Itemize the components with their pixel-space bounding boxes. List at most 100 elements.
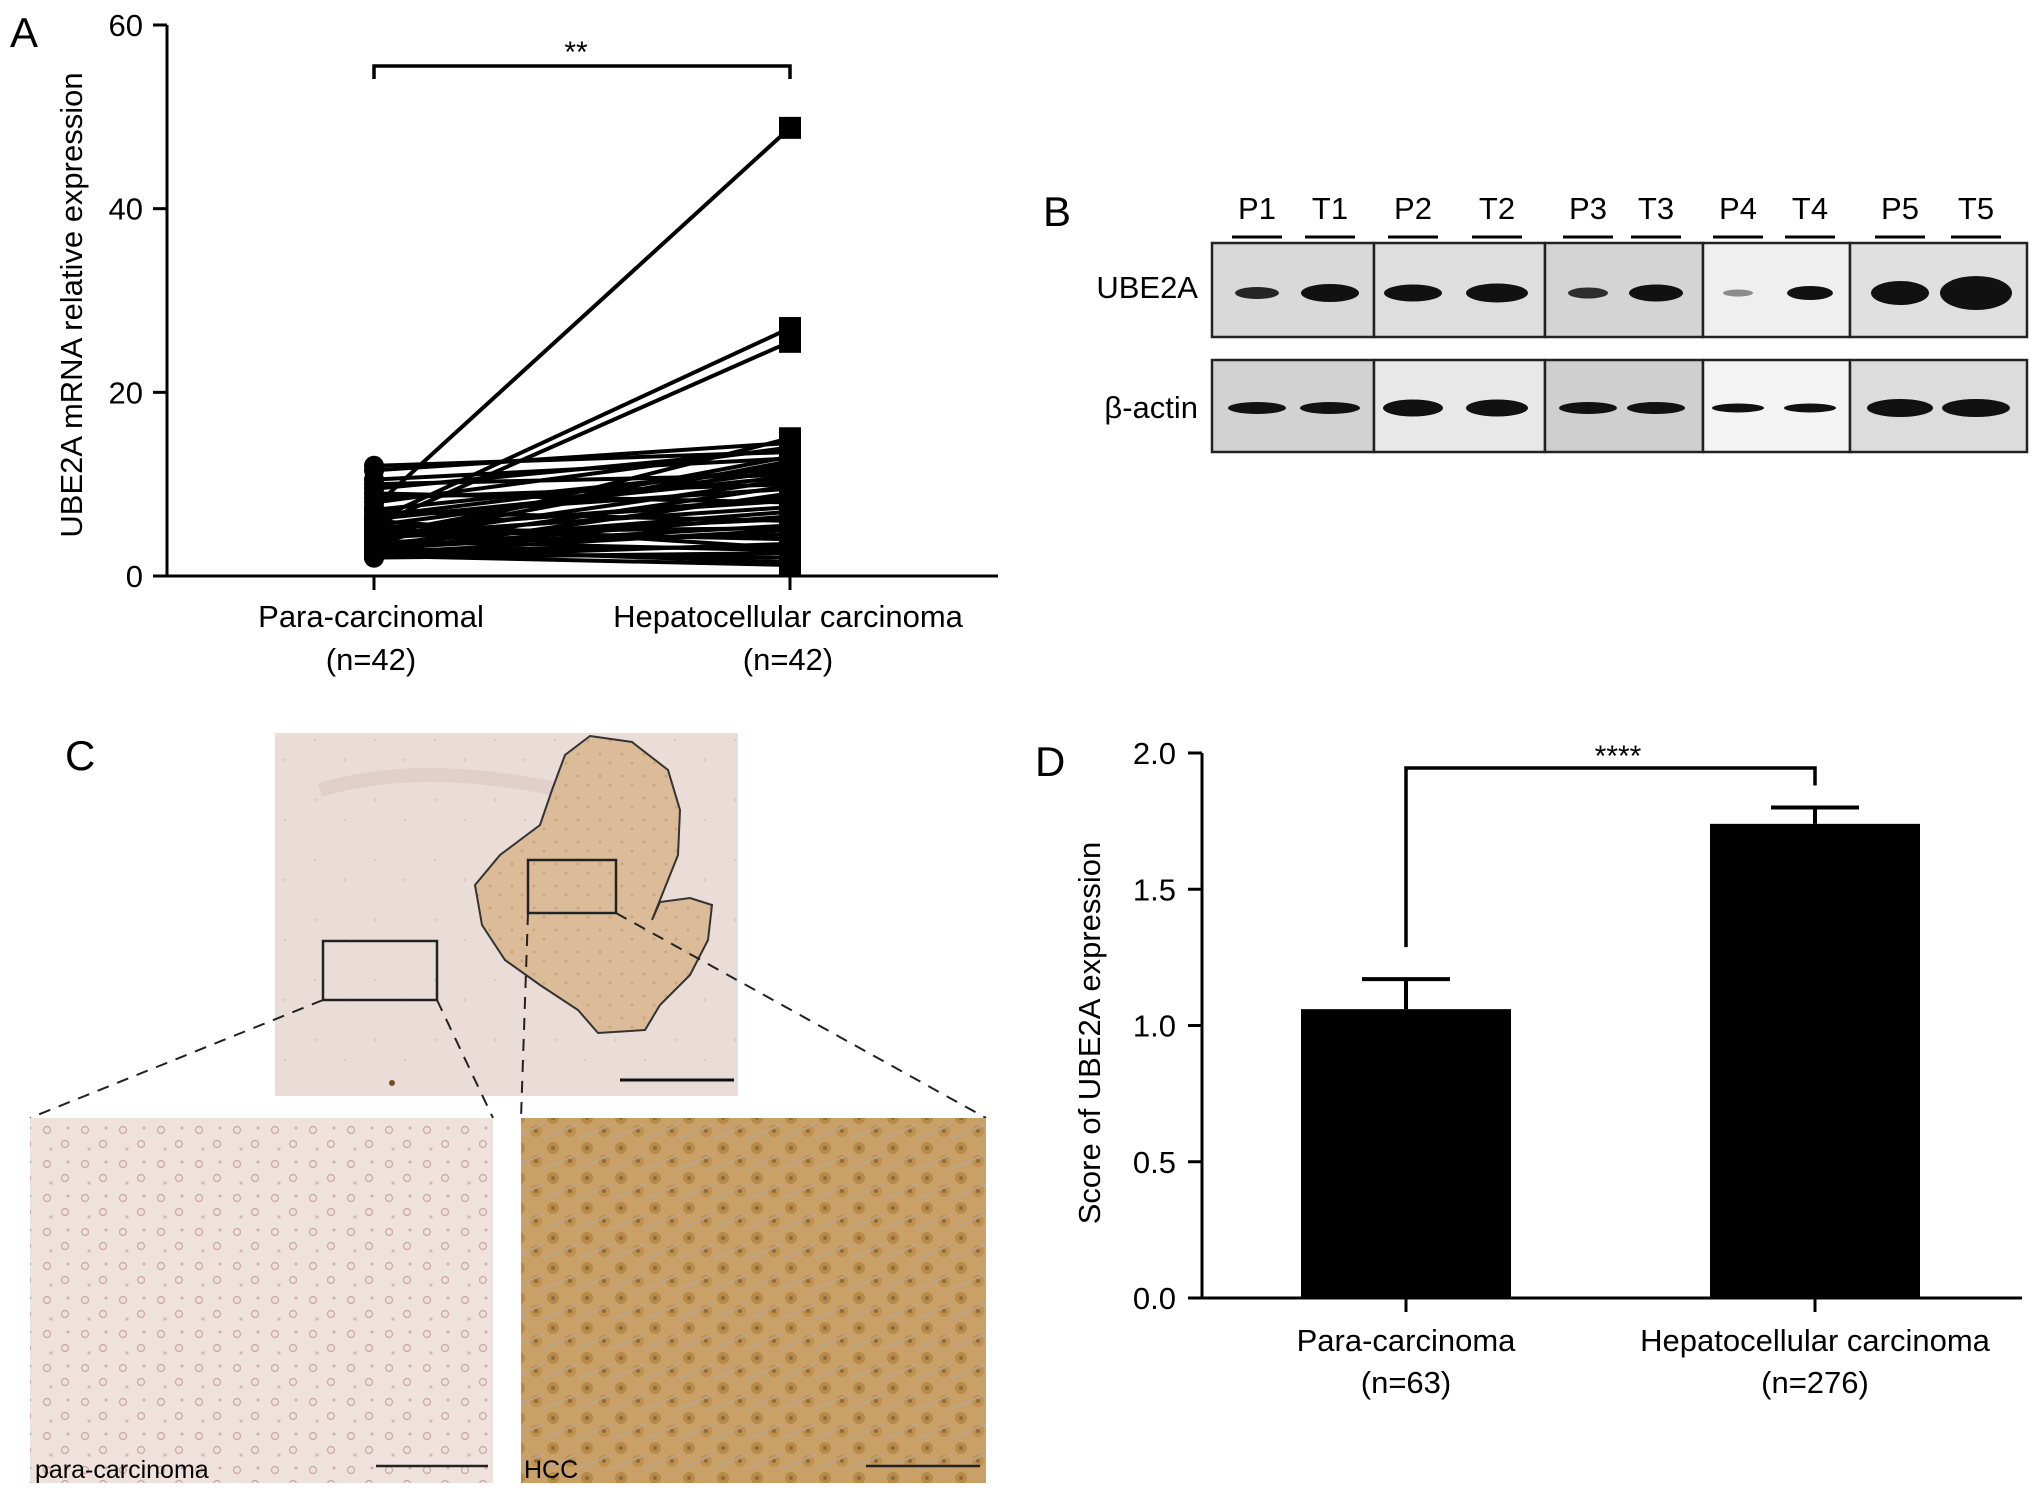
panel-d-ytick-label: 0.5 <box>1133 1145 1176 1180</box>
ube2a-band <box>1940 276 2012 310</box>
ube2a-band <box>1568 287 1608 299</box>
actin-band <box>1867 399 1933 417</box>
actin-band <box>1228 402 1286 414</box>
hcc-point <box>779 116 801 139</box>
paired-line <box>373 440 791 473</box>
panel-d-significance: **** <box>1404 740 1817 948</box>
panel-a-sig-label: ** <box>564 36 588 69</box>
panel-a-letter: A <box>10 9 38 56</box>
paired-line <box>373 474 791 522</box>
actin-band <box>1784 403 1836 413</box>
hcc-micrograph: HCC <box>521 1118 986 1484</box>
panel-d-ytick-label: 1.5 <box>1133 872 1176 907</box>
ube2a-band <box>1301 284 1359 302</box>
paired-line <box>373 465 791 512</box>
panel-a-cat-0-n: (n=42) <box>326 642 416 677</box>
blot-lane-p5: P5 <box>1881 191 1919 226</box>
blot-lane-p4: P4 <box>1719 191 1757 226</box>
panel-a-ytick-label: 60 <box>109 8 143 43</box>
actin-band <box>1627 402 1685 414</box>
blot-row-label-actin: β-actin <box>1104 390 1198 425</box>
ube2a-band <box>1787 286 1833 300</box>
panel-d-series <box>1301 805 1920 1312</box>
panel-a-ytick-label: 40 <box>109 192 143 227</box>
panel-d-cat-0-n: (n=63) <box>1361 1365 1451 1400</box>
blot-lane-t4: T4 <box>1792 191 1828 226</box>
para-point <box>364 531 384 552</box>
ube2a-band <box>1871 281 1929 305</box>
blot-lane-t2: T2 <box>1479 191 1515 226</box>
roi-hcc <box>526 858 618 915</box>
blot-images <box>1210 241 2029 454</box>
paired-line <box>372 126 792 509</box>
hcc-point <box>779 330 801 353</box>
panel-d-cat-1-n: (n=276) <box>1761 1365 1869 1400</box>
blot-lane-t3: T3 <box>1638 191 1674 226</box>
para-carcinoma-micrograph: para-carcinoma <box>30 1118 493 1484</box>
panel-d-bar <box>1301 1009 1511 1298</box>
hcc-point <box>779 456 801 479</box>
panel-a-yaxis: 0 20 40 60 <box>109 8 998 594</box>
actin-band <box>1300 402 1360 414</box>
actin-band <box>1559 402 1617 414</box>
hcc-point <box>779 517 801 540</box>
panel-a-ytick-label: 0 <box>126 559 143 594</box>
panel-d-ytick-label: 0.0 <box>1133 1281 1176 1316</box>
ube2a-band <box>1629 284 1683 302</box>
roi-para <box>321 939 439 1002</box>
ube2a-band <box>1466 283 1528 303</box>
panel-a-cat-1: Hepatocellular carcinoma <box>613 599 964 634</box>
ube2a-band <box>1723 289 1753 297</box>
blot-lane-t1: T1 <box>1312 191 1348 226</box>
paired-line <box>373 539 791 553</box>
panel-a-cat-0: Para-carcinomal <box>258 599 484 634</box>
paired-line <box>373 526 791 534</box>
para-point <box>364 499 384 520</box>
panel-a-significance: ** <box>372 36 792 79</box>
paired-sample <box>364 531 801 562</box>
panel-d-ytick-label: 1.0 <box>1133 1009 1176 1044</box>
overview-image <box>275 733 738 1096</box>
blot-lane-p3: P3 <box>1569 191 1607 226</box>
hcc-label: HCC <box>524 1456 578 1484</box>
panel-d-sig-label: **** <box>1595 740 1642 773</box>
panel-d-letter: D <box>1035 738 1065 785</box>
paired-line <box>373 326 791 523</box>
tumor-region <box>473 734 714 1035</box>
ube2a-band <box>1235 287 1279 299</box>
panel-a-series <box>364 116 801 576</box>
actin-band <box>1712 403 1764 413</box>
paired-line <box>373 553 791 567</box>
paired-sample <box>364 438 801 499</box>
paired-line <box>373 484 791 549</box>
panel-a-cat-1-n: (n=42) <box>743 642 833 677</box>
blot-lane-p2: P2 <box>1394 191 1432 226</box>
panel-c: C para-carcinoma HCC <box>29 732 987 1484</box>
panel-d-cat-0: Para-carcinoma <box>1297 1323 1517 1358</box>
zoom-guides <box>29 912 987 1119</box>
panel-d-ticks: 0.0 0.5 1.0 1.5 2.0 <box>1133 736 1202 1316</box>
actin-band <box>1466 399 1528 417</box>
panel-a-ylabel: UBE2A mRNA relative expression <box>54 72 89 537</box>
panel-a-ytick-label: 20 <box>109 375 143 410</box>
panel-d-ytick-label: 2.0 <box>1133 736 1176 771</box>
blot-row-label-ube2a: UBE2A <box>1096 270 1198 305</box>
panel-c-letter: C <box>65 732 95 779</box>
actin-band <box>1942 399 2010 417</box>
panel-d-ylabel: Score of UBE2A expression <box>1072 842 1107 1225</box>
actin-band <box>1383 399 1443 417</box>
hcc-point <box>779 438 801 461</box>
panel-d-bar <box>1710 823 1920 1298</box>
panel-d: D 0.0 0.5 1.0 1.5 2.0 Score of UBE2A express… <box>1035 736 2022 1400</box>
para-label: para-carcinoma <box>35 1456 209 1484</box>
panel-b-letter: B <box>1043 188 1071 235</box>
blot-lane-labels: P1 T1 P2 T2 P3 T3 P4 T4 P5 T5 <box>1232 191 2001 239</box>
ube2a-band <box>1384 284 1442 302</box>
hcc-point <box>779 539 801 562</box>
paired-sample <box>364 456 801 520</box>
panel-b: B P1 T1 P2 T2 P3 T3 P4 T4 P5 T5 UBE2A β-actin <box>1043 188 2029 454</box>
panel-d-cat-1: Hepatocellular carcinoma <box>1640 1323 1991 1358</box>
panel-a: A 0 20 40 60 UBE2A mRNA relative expression… <box>10 8 998 677</box>
blot-lane-t5: T5 <box>1958 191 1994 226</box>
